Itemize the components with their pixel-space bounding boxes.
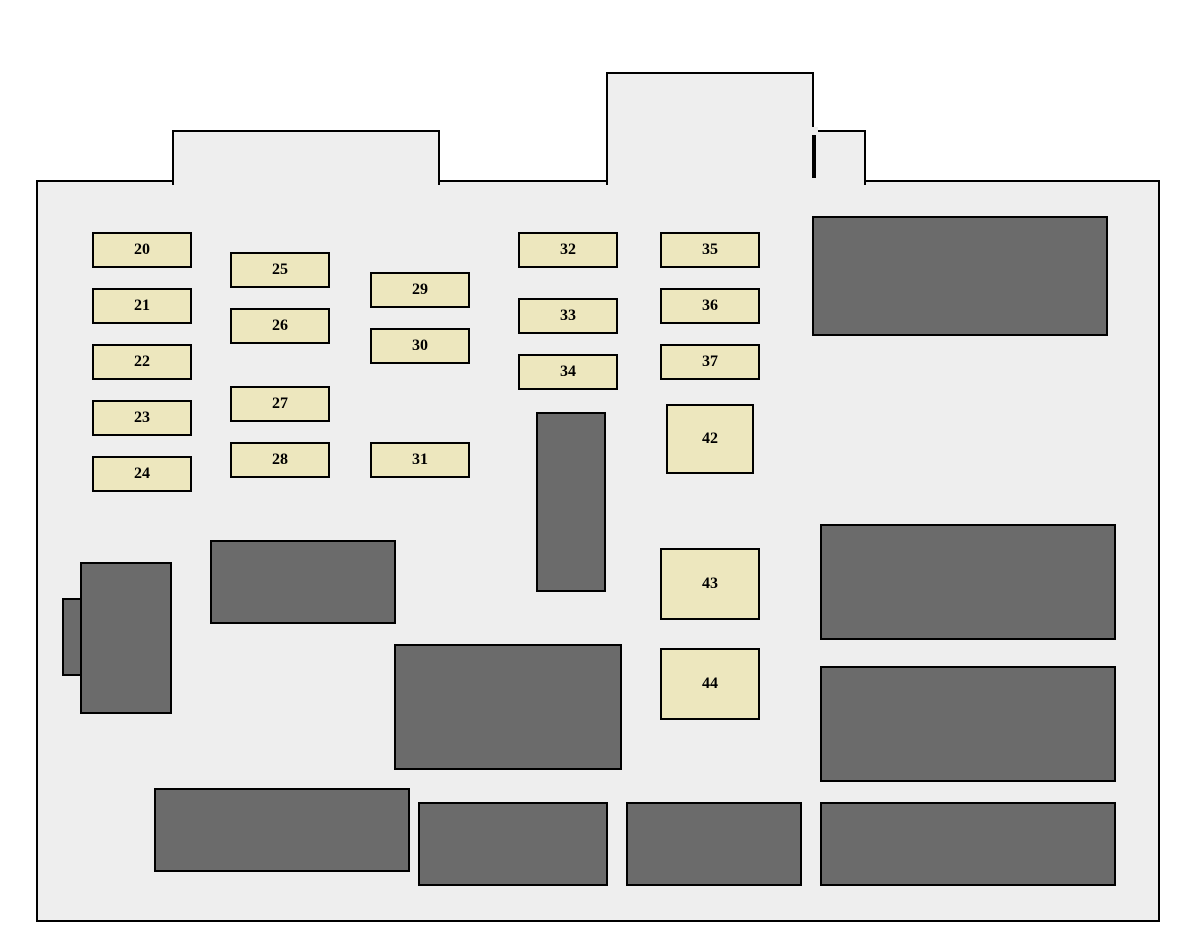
panel-segment bbox=[606, 72, 814, 185]
relay-block bbox=[820, 524, 1116, 640]
fuse-21: 21 bbox=[92, 288, 192, 324]
panel-join-mask bbox=[812, 127, 818, 135]
fuse-label: 24 bbox=[134, 465, 150, 483]
fuse-34: 34 bbox=[518, 354, 618, 390]
relay-block bbox=[80, 562, 172, 714]
fuse-36: 36 bbox=[660, 288, 760, 324]
fuse-label: 42 bbox=[702, 430, 718, 448]
relay-block bbox=[394, 644, 622, 770]
fuse-label: 21 bbox=[134, 297, 150, 315]
fuse-label: 31 bbox=[412, 451, 428, 469]
fuse-42: 42 bbox=[666, 404, 754, 474]
fuse-label: 22 bbox=[134, 353, 150, 371]
fuse-31: 31 bbox=[370, 442, 470, 478]
fuse-24: 24 bbox=[92, 456, 192, 492]
fuse-44: 44 bbox=[660, 648, 760, 720]
fuse-25: 25 bbox=[230, 252, 330, 288]
fuse-label: 25 bbox=[272, 261, 288, 279]
fuse-label: 30 bbox=[412, 337, 428, 355]
fuse-label: 20 bbox=[134, 241, 150, 259]
fuse-30: 30 bbox=[370, 328, 470, 364]
relay-block bbox=[418, 802, 608, 886]
relay-block bbox=[210, 540, 396, 624]
relay-block bbox=[626, 802, 802, 886]
relay-block bbox=[154, 788, 410, 872]
fuse-35: 35 bbox=[660, 232, 760, 268]
fuse-label: 36 bbox=[702, 297, 718, 315]
fuse-label: 37 bbox=[702, 353, 718, 371]
fuse-33: 33 bbox=[518, 298, 618, 334]
relay-block bbox=[820, 802, 1116, 886]
fuse-label: 26 bbox=[272, 317, 288, 335]
fuse-26: 26 bbox=[230, 308, 330, 344]
fuse-43: 43 bbox=[660, 548, 760, 620]
fuse-29: 29 bbox=[370, 272, 470, 308]
fuse-label: 27 bbox=[272, 395, 288, 413]
fuse-box-diagram: 20 21 22 23 24 25 26 27 28 29 30 31 32 33 34 35 36 37 42 43… bbox=[0, 0, 1184, 948]
fuse-label: 44 bbox=[702, 675, 718, 693]
fuse-label: 32 bbox=[560, 241, 576, 259]
panel-join-mask bbox=[174, 178, 438, 188]
relay-block bbox=[812, 216, 1108, 336]
fuse-23: 23 bbox=[92, 400, 192, 436]
panel-join-mask bbox=[608, 178, 864, 188]
fuse-label: 23 bbox=[134, 409, 150, 427]
relay-block bbox=[536, 412, 606, 592]
fuse-label: 29 bbox=[412, 281, 428, 299]
fuse-37: 37 bbox=[660, 344, 760, 380]
fuse-28: 28 bbox=[230, 442, 330, 478]
relay-block bbox=[62, 598, 82, 676]
fuse-27: 27 bbox=[230, 386, 330, 422]
panel-segment bbox=[172, 130, 440, 185]
fuse-32: 32 bbox=[518, 232, 618, 268]
relay-block bbox=[820, 666, 1116, 782]
fuse-20: 20 bbox=[92, 232, 192, 268]
fuse-label: 43 bbox=[702, 575, 718, 593]
fuse-label: 33 bbox=[560, 307, 576, 325]
fuse-22: 22 bbox=[92, 344, 192, 380]
fuse-label: 28 bbox=[272, 451, 288, 469]
fuse-label: 35 bbox=[702, 241, 718, 259]
fuse-label: 34 bbox=[560, 363, 576, 381]
panel-segment bbox=[814, 130, 866, 185]
